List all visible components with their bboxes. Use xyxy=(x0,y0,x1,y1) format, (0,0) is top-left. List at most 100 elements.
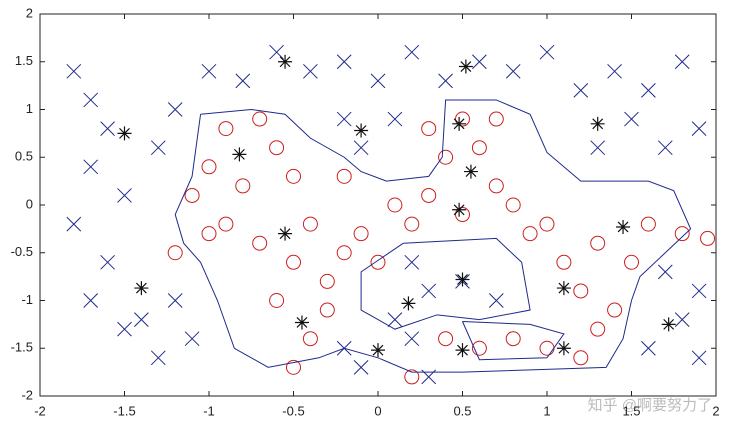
cross-point xyxy=(657,264,673,280)
cross-point xyxy=(674,54,690,70)
star-point xyxy=(294,315,309,330)
circle-point xyxy=(438,149,454,165)
circle-point xyxy=(218,121,234,137)
x-tick-label: 0 xyxy=(374,403,381,418)
circle-point xyxy=(336,168,352,184)
decision-boundary xyxy=(174,99,692,373)
circle-point xyxy=(353,226,369,242)
circle-point xyxy=(269,293,285,308)
cross-point xyxy=(691,283,707,299)
circle-point xyxy=(488,111,504,127)
y-tick-label: -0.5 xyxy=(11,244,33,259)
x-tick-label: -1.5 xyxy=(113,403,135,418)
star-point xyxy=(134,281,149,296)
circle-point xyxy=(556,254,572,270)
cross-point xyxy=(370,73,386,89)
star-point xyxy=(354,123,369,138)
star-point xyxy=(278,226,293,241)
circle-point xyxy=(319,273,335,289)
cross-point xyxy=(303,63,318,79)
star-point xyxy=(455,343,470,358)
circle-point xyxy=(624,254,639,270)
cross-point xyxy=(539,44,555,60)
star-point xyxy=(232,147,247,162)
circle-point xyxy=(167,245,183,261)
cross-point xyxy=(404,254,420,270)
circle-point xyxy=(590,321,606,337)
star-point xyxy=(590,116,605,131)
cross-point xyxy=(235,73,251,89)
y-tick-label: -1 xyxy=(21,292,33,307)
circle-point xyxy=(573,350,589,366)
x-tick-label: 0.5 xyxy=(453,403,471,418)
y-tick-label: 1 xyxy=(26,101,33,116)
circle-point xyxy=(539,216,555,232)
circle-point xyxy=(336,245,352,261)
circle-point xyxy=(488,178,504,194)
circle-point xyxy=(421,187,437,203)
star-point xyxy=(401,296,416,311)
star-point xyxy=(452,202,467,217)
cross-point xyxy=(624,111,639,127)
star-point xyxy=(463,164,478,179)
cross-point xyxy=(150,350,166,366)
star-point xyxy=(452,116,467,131)
cross-point xyxy=(184,331,200,347)
y-tick-label: 0 xyxy=(26,196,33,211)
circle-point xyxy=(539,340,555,356)
circle-point xyxy=(438,331,454,347)
circle-point xyxy=(573,283,589,299)
x-tick-label: -1 xyxy=(203,403,215,418)
circle-point xyxy=(505,197,521,213)
circle-point xyxy=(286,254,301,270)
circle-point xyxy=(319,302,335,318)
star-point xyxy=(661,317,676,332)
circle-point xyxy=(471,140,487,156)
x-tick-label: 2 xyxy=(712,403,719,418)
x-tick-label: 1 xyxy=(543,403,550,418)
circle-point xyxy=(184,187,200,203)
star-point xyxy=(278,54,293,69)
cross-point xyxy=(100,254,115,270)
cross-point xyxy=(404,331,420,347)
circle-point xyxy=(455,111,470,127)
cross-point xyxy=(657,140,673,156)
circle-point xyxy=(640,216,656,232)
cross-point xyxy=(167,293,183,308)
cross-point xyxy=(117,321,132,337)
cross-point xyxy=(641,340,656,356)
circle-point xyxy=(235,178,251,194)
circle-point xyxy=(302,216,318,232)
cross-point xyxy=(201,63,217,79)
circle-point xyxy=(269,140,285,156)
star-point xyxy=(117,126,132,141)
watermark: 知乎 @啊要努力了 xyxy=(588,397,712,414)
cross-point xyxy=(387,111,403,127)
circle-point xyxy=(700,230,716,246)
star-point xyxy=(458,59,473,74)
cross-point xyxy=(150,140,166,156)
circle-point xyxy=(674,226,690,242)
circle-point xyxy=(201,226,217,242)
circle-point xyxy=(404,216,420,232)
cross-point xyxy=(66,216,82,232)
cross-point xyxy=(353,140,369,156)
x-tick-label: 1.5 xyxy=(622,403,640,418)
circle-point xyxy=(286,359,301,375)
cross-point xyxy=(641,83,656,98)
cross-point xyxy=(438,73,453,89)
y-tick-label: -2 xyxy=(21,387,33,402)
cross-point xyxy=(590,140,606,156)
cross-point xyxy=(336,54,352,70)
cross-point xyxy=(83,92,99,108)
circle-point xyxy=(404,369,420,385)
cross-point xyxy=(134,312,149,327)
cross-point xyxy=(269,44,284,60)
cross-point xyxy=(488,293,504,308)
circle-point xyxy=(218,216,234,232)
cross-point xyxy=(607,63,622,79)
cross-point xyxy=(167,102,183,117)
cross-point xyxy=(83,293,99,308)
circle-point xyxy=(252,235,268,251)
